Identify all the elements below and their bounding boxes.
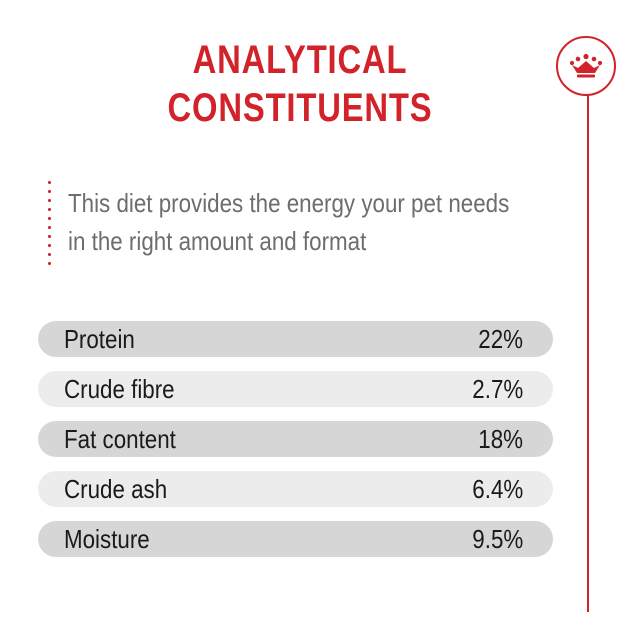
table-row: Moisture 9.5% <box>38 521 553 557</box>
vertical-accent-rule <box>587 92 589 612</box>
constituent-label: Crude ash <box>64 473 168 504</box>
intro-text: This diet provides the energy your pet n… <box>68 184 510 260</box>
intro-line-1: This diet provides the energy your pet n… <box>68 188 510 218</box>
dotted-accent-rule <box>48 178 51 268</box>
intro-line-2: in the right amount and format <box>68 226 367 256</box>
constituent-value: 18% <box>478 423 523 454</box>
crown-icon <box>569 53 603 78</box>
constituent-value: 2.7% <box>472 373 523 404</box>
table-row: Fat content 18% <box>38 421 553 457</box>
constituent-value: 9.5% <box>472 523 523 554</box>
constituent-value: 6.4% <box>472 473 523 504</box>
constituents-table: Protein 22% Crude fibre 2.7% Fat content… <box>38 321 553 571</box>
page-title-line-2: CONSTITUENTS <box>167 86 433 130</box>
constituent-value: 22% <box>478 323 523 354</box>
constituent-label: Fat content <box>64 423 176 454</box>
constituent-label: Crude fibre <box>64 373 175 404</box>
brand-logo-badge <box>556 36 616 96</box>
table-row: Crude ash 6.4% <box>38 471 553 507</box>
table-row: Crude fibre 2.7% <box>38 371 553 407</box>
constituent-label: Moisture <box>64 523 150 554</box>
table-row: Protein 22% <box>38 321 553 357</box>
constituent-label: Protein <box>64 323 135 354</box>
page-title-line-1: ANALYTICAL <box>192 38 408 82</box>
